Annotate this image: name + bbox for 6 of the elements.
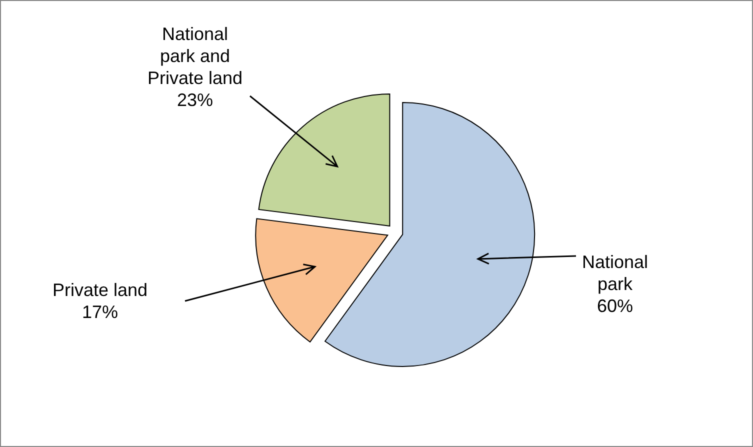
slice-label: Private land — [52, 280, 148, 300]
data-label: 23% — [176, 90, 214, 110]
slice-label: National park — [582, 252, 648, 294]
data-label: 17% — [82, 302, 118, 322]
slice-label: National park and Private land — [147, 24, 243, 88]
data-label: 60% — [596, 296, 634, 316]
